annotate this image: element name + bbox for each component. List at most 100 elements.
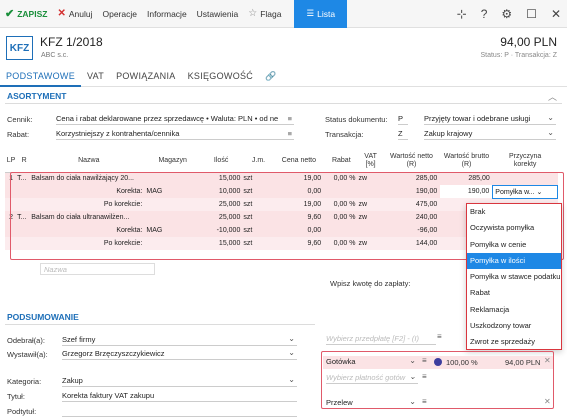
col-lp[interactable]: LP — [5, 150, 18, 173]
chevron-down-icon: ⌄ — [288, 334, 295, 343]
status-line: Status: P · Transakcja: Z — [480, 52, 557, 59]
tab-basic[interactable]: PODSTAWOWE — [0, 67, 81, 87]
remove-payment-icon[interactable]: ✕ — [544, 397, 551, 406]
tab-bar: PODSTAWOWE VAT POWIĄZANIA KSIĘGOWOŚĆ 🔗 — [0, 67, 567, 87]
gear-icon[interactable]: ⚙ — [501, 7, 513, 21]
remove-payment-icon[interactable]: ✕ — [544, 356, 551, 365]
reason-option-selected[interactable]: Pomyłka w ilości — [467, 252, 561, 270]
title-input[interactable]: Korekta faktury VAT zakupu — [62, 390, 297, 402]
col-reason-line1: Przyczyna — [508, 152, 542, 160]
help-icon[interactable]: ? — [480, 7, 488, 21]
flag-button[interactable]: ☆ Flaga — [243, 0, 286, 28]
correction-reason-dropdown: Brak Oczywista pomyłka Pomyłka w cenie P… — [466, 203, 562, 350]
reason-option[interactable]: Pomyłka w cenie — [470, 239, 527, 249]
settings-menu[interactable]: Ustawienia — [192, 0, 244, 28]
reason-option[interactable]: Zwrot ze sprzedaży — [470, 337, 536, 347]
category-select[interactable]: Zakup ⌄ — [62, 375, 297, 387]
reason-option[interactable]: Reklamacja — [470, 304, 510, 314]
doc-status-select[interactable]: Przyjęty towar i odebrane usługi ⌄ — [424, 113, 556, 125]
cell-gross[interactable]: 190,00 — [440, 185, 493, 198]
col-net-value-line2: (R) — [406, 160, 417, 168]
issued-select[interactable]: Grzegorz Brzęczyszczykiewicz ⌄ — [62, 348, 297, 360]
tab-vat[interactable]: VAT — [87, 71, 105, 81]
reason-value: Pomyłka w... — [495, 188, 535, 196]
transaction-select[interactable]: Zakup krajowy ⌄ — [424, 128, 556, 140]
col-reason[interactable]: Przyczyna korekty — [492, 150, 558, 173]
price-list-value: Cena i rabat deklarowane przez sprzedawc… — [56, 114, 279, 123]
col-vat[interactable]: VAT [%] — [358, 150, 383, 173]
table-row[interactable]: Korekta: MAG 10,000 szt 0,00 190,00 190,… — [5, 184, 558, 199]
add-tab-icon[interactable]: ⊹ — [456, 7, 467, 21]
close-window-icon[interactable]: ✕ — [550, 7, 561, 21]
discount-field[interactable]: Korzystniejszy z kontrahenta/cennika ≡ — [56, 128, 294, 140]
save-button[interactable]: ✔ ZAPISZ — [0, 0, 52, 28]
cell-price: 0,00 — [273, 224, 325, 237]
cell-lp: 2 — [5, 211, 18, 224]
close-icon: ✕ — [57, 8, 66, 19]
tab-relations[interactable]: POWIĄZANIA — [116, 71, 176, 81]
cancel-button[interactable]: ✕ Anuluj — [52, 0, 97, 28]
collapse-icon[interactable]: ︿ — [547, 92, 557, 102]
col-unit[interactable]: J.m. — [243, 150, 274, 173]
maximize-icon[interactable]: ☐ — [526, 7, 537, 21]
cash-payment-select[interactable]: Wybierz płatność gotów ⌄ — [326, 372, 418, 384]
subtitle-input[interactable] — [62, 405, 297, 417]
cell-qty: -10,000 — [198, 224, 244, 237]
price-list-field[interactable]: Cena i rabat deklarowane przez sprzedawc… — [56, 113, 294, 125]
attachment-icon[interactable]: 🔗 — [265, 71, 277, 81]
transfer-select[interactable]: Przelew ⌄ — [326, 397, 418, 409]
payment-method-select[interactable]: Gotówka ⌄ — [326, 356, 418, 368]
prepayment-select[interactable]: Wybierz przedpłatę [F2] - (I) — [326, 333, 436, 345]
operations-menu[interactable]: Operacje — [97, 0, 142, 28]
col-gross-value-line2: (R) — [461, 160, 472, 168]
cell-lp: 1 — [5, 172, 18, 185]
cell-warehouse: MAG — [146, 185, 199, 198]
tab-accounting[interactable]: KSIĘGOWOŚĆ — [187, 71, 254, 81]
cell-name: Korekta: — [31, 185, 147, 198]
prepayment-placeholder: Wybierz przedpłatę [F2] - (I) — [326, 334, 419, 343]
check-icon: ✔ — [5, 8, 15, 20]
col-qty[interactable]: Ilość — [198, 150, 244, 173]
col-gross-value[interactable]: Wartość brutto (R) — [440, 150, 493, 173]
list-button[interactable]: ☰ Lista — [294, 0, 348, 28]
col-r[interactable]: R — [17, 150, 32, 173]
cell-vat — [358, 224, 383, 237]
payment-percent: 100,00 % — [446, 358, 478, 367]
summary-title: PODSUMOWANIE — [7, 312, 79, 322]
new-item-name-input[interactable]: Nazwa — [40, 263, 155, 275]
col-name[interactable]: Nazwa — [31, 150, 147, 173]
received-select[interactable]: Szef firmy ⌄ — [62, 334, 297, 346]
cell-qty: 15,000 — [198, 172, 244, 185]
reason-option[interactable]: Oczywista pomyłka — [470, 223, 535, 233]
menu-icon[interactable]: ≡ — [422, 372, 427, 381]
chevron-down-icon: ⌄ — [409, 397, 416, 406]
reason-option[interactable]: Pomyłka w stawce podatku — [470, 272, 561, 282]
cell-qty: 10,000 — [198, 185, 244, 198]
reason-select[interactable]: Pomyłka w... ⌄ — [492, 184, 558, 199]
menu-icon[interactable]: ≡ — [437, 332, 442, 341]
col-net-price[interactable]: Cena netto — [273, 150, 325, 173]
transfer-value: Przelew — [326, 398, 353, 407]
category-value: Zakup — [62, 376, 83, 385]
table-row[interactable]: 1 T... Balsam do ciała nawilżający 20...… — [5, 172, 558, 185]
cell-reason — [492, 172, 558, 185]
menu-icon[interactable]: ≡ — [287, 114, 292, 123]
flag-label: Flaga — [260, 8, 282, 19]
menu-icon[interactable]: ≡ — [422, 397, 427, 406]
menu-icon[interactable]: ≡ — [287, 129, 292, 138]
cash-payment-placeholder: Wybierz płatność gotów — [326, 373, 406, 382]
col-warehouse[interactable]: Magazyn — [146, 150, 199, 173]
col-net-value-line1: Wartość netto — [390, 152, 433, 160]
cell-lp — [5, 185, 18, 198]
reason-option[interactable]: Brak — [470, 207, 486, 216]
reason-option[interactable]: Rabat — [470, 288, 491, 298]
section-divider — [5, 324, 315, 325]
menu-icon[interactable]: ≡ — [422, 356, 427, 365]
col-discount[interactable]: Rabat — [324, 150, 359, 173]
col-net-value[interactable]: Wartość netto (R) — [382, 150, 441, 173]
payment-amount-prompt: Wpisz kwotę do zapłaty: — [330, 279, 411, 288]
transaction-label: Transakcja: — [325, 130, 364, 139]
doc-status-code: P — [398, 113, 408, 125]
reason-option[interactable]: Uszkodzony towar — [470, 321, 532, 331]
info-menu[interactable]: Informacje — [142, 0, 192, 28]
